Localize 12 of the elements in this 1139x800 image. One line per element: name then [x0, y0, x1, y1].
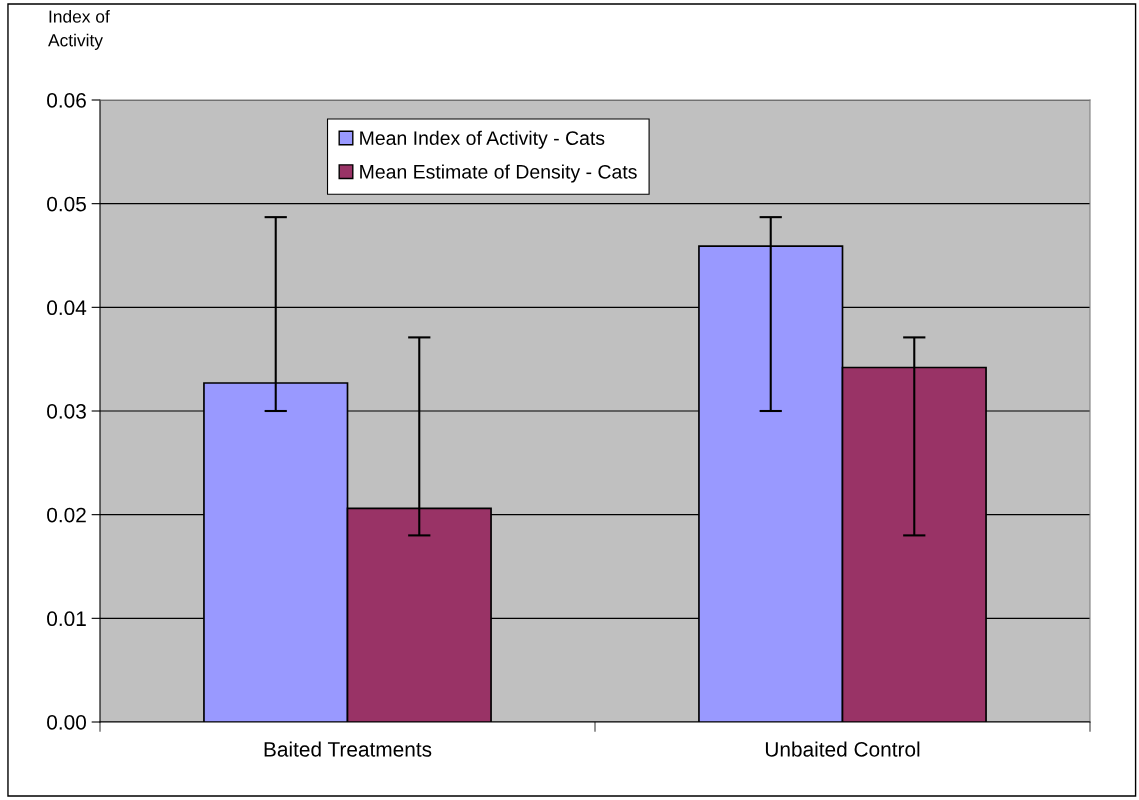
- legend-label: Mean Estimate of Density - Cats: [360, 164, 637, 183]
- x-tick-label: Baited Treatments: [264, 741, 432, 757]
- y-tick-label: 0.03: [47, 404, 86, 419]
- legend-label: Mean Index of Activity - Cats: [360, 130, 605, 149]
- y-tick-label: 0.01: [47, 611, 86, 627]
- y-tick-label: 0.02: [47, 507, 86, 523]
- y-tick-label: 0.00: [47, 715, 86, 730]
- y-tick-label: 0.04: [47, 300, 87, 316]
- y-axis-title: Index of Activity: [48, 10, 110, 50]
- y-tick-label: 0.06: [47, 93, 86, 108]
- x-tick-label: Unbaited Control: [765, 741, 920, 757]
- y-tick-label: 0.05: [47, 196, 86, 212]
